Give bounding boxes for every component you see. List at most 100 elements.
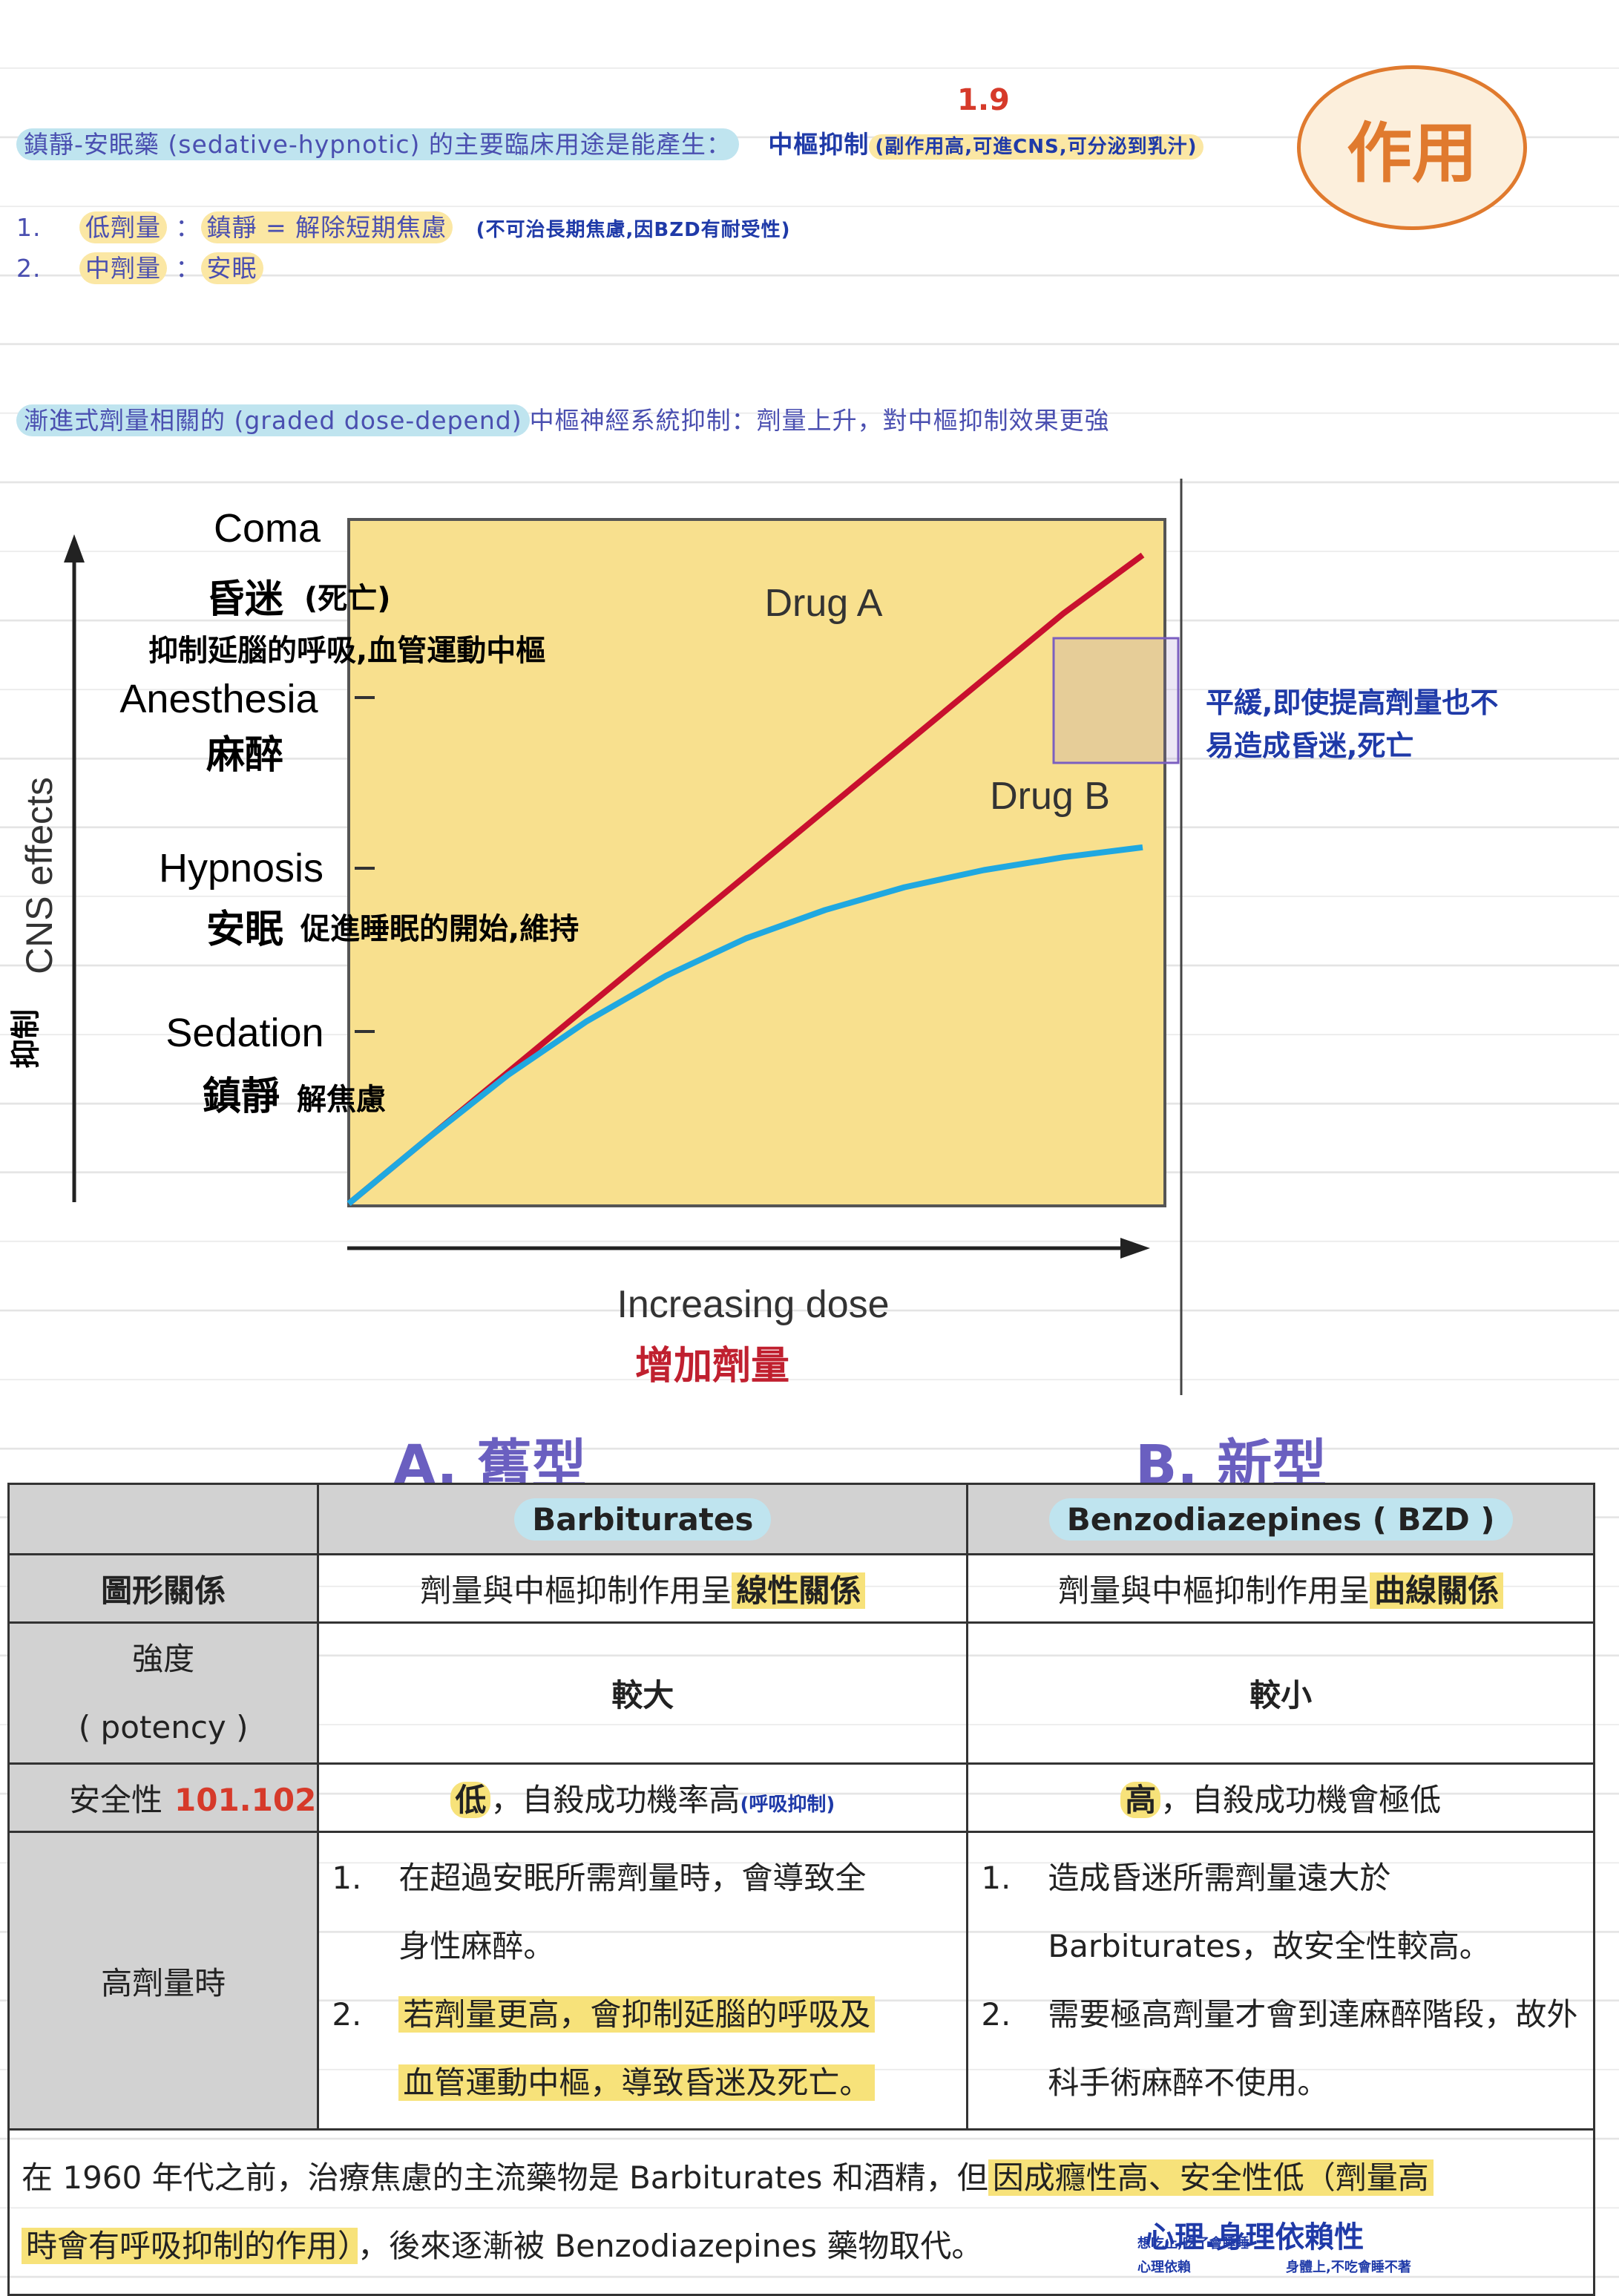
list-line: 血管運動中樞，導致昏迷及死亡。	[398, 2064, 876, 2101]
footer-note-small: 心理依賴	[1137, 2260, 1191, 2275]
y-level-sedation: Sedation	[165, 1011, 324, 1055]
y-level-anesthesia-zh: 麻醉	[206, 734, 283, 777]
list-text: 在超過安眠所需劑量時，會導致全 身性麻醉。	[398, 1844, 866, 1981]
row-label: 圖形關係	[7, 1553, 320, 1624]
x-axis-label: Increasing dose	[617, 1283, 889, 1326]
y-axis-label: CNS effects	[19, 777, 60, 974]
footer-text: 在 1960 年代之前，治療焦慮的主流藥物是 Barbiturates 和酒精，…	[22, 2159, 988, 2196]
coma-note: (死亡)	[304, 582, 391, 616]
list-item: 2. 若劑量更高，會抑制延腦的呼吸及 血管運動中樞，導致昏迷及死亡。	[332, 1981, 958, 2117]
row-label-main: 強度	[132, 1640, 195, 1677]
col-header-label: Barbiturates	[514, 1498, 772, 1541]
list-text: 需要極高劑量才會到達麻醉階段，故外 科手術麻醉不使用。	[1048, 1981, 1577, 2117]
col-header-label: Benzodiazepines ( BZD )	[1048, 1498, 1513, 1541]
series-line-drug-b	[347, 844, 1143, 1207]
cell-text: 劑量與中樞抑制作用呈	[1058, 1572, 1370, 1609]
cell-list: 1. 在超過安眠所需劑量時，會導致全 身性麻醉。 2. 若劑量更高，會抑制延腦的呼吸及…	[320, 1834, 965, 2128]
list-text: 造成昏迷所需劑量遠大於 Barbiturates，故安全性較高。	[1048, 1844, 1490, 1981]
badge-label: 作用	[1346, 114, 1477, 191]
sedation-note: 解焦慮	[297, 1083, 386, 1117]
intro-note-cns: 中樞抑制	[768, 130, 870, 159]
cell-a: 低，自殺成功機率高(呼吸抑制)	[317, 1762, 969, 1833]
list-line: 需要極高劑量才會到達麻醉階段，故外	[1048, 1996, 1578, 2033]
dose-level-low: 1. 低劑量 ：鎮靜 = 解除短期焦慮 (不可治長期焦慮,因BZD有耐受性)	[16, 211, 791, 243]
list-num: 1.	[981, 1860, 1011, 1896]
row-label-sub: ( potency )	[78, 1708, 249, 1745]
y-level-coma: Coma	[214, 506, 321, 551]
cell-highlight: 高	[1120, 1782, 1161, 1818]
list-line: 科手術麻醉不使用。	[1048, 2064, 1329, 2101]
graded-line: 漸進式劑量相關的 (graded dose-depend) 中樞神經系統抑制：劑量…	[16, 401, 1110, 436]
footer-note: 心理.身理依賴性	[1145, 2220, 1365, 2254]
plateau-box	[1052, 637, 1180, 764]
y-level-anesthesia: Anesthesia	[119, 677, 318, 721]
cell-b: 劑量與中樞抑制作用呈 曲線關係	[966, 1553, 1595, 1624]
dose-note: (不可治長期焦慮,因BZD有耐受性)	[476, 219, 791, 241]
footer-highlight: 時會有呼吸抑制的作用）	[22, 2228, 358, 2264]
intro-line: 鎮靜-安眠藥 (sedative-hypnotic) 的主要臨床用途是能產生： …	[16, 125, 1203, 160]
x-axis-arrow	[1120, 1238, 1150, 1259]
cell-a: 較大	[317, 1621, 969, 1765]
intro-note-number: 1.9	[957, 83, 1010, 117]
list-item: 1. 在超過安眠所需劑量時，會導致全 身性麻醉。	[332, 1844, 958, 1981]
table-row: 圖形關係 劑量與中樞抑制作用呈 線性關係 劑量與中樞抑制作用呈 曲線關係	[7, 1553, 1595, 1624]
cell-note: (呼吸抑制)	[740, 1794, 835, 1816]
list-item: 1. 造成昏迷所需劑量遠大於 Barbiturates，故安全性較高。	[981, 1844, 1585, 1981]
y-ticks	[355, 696, 375, 1033]
list-line: 在超過安眠所需劑量時，會導致全	[398, 1860, 867, 1896]
row-label-main: 安全性	[69, 1782, 163, 1818]
table-footer: 在 1960 年代之前，治療焦慮的主流藥物是 Barbiturates 和酒精，…	[7, 2128, 1595, 2296]
table-footer-row: 在 1960 年代之前，治療焦慮的主流藥物是 Barbiturates 和酒精，…	[7, 2128, 1595, 2296]
cell-highlight: 曲線關係	[1370, 1572, 1504, 1609]
cell-a: 劑量與中樞抑制作用呈 線性關係	[317, 1553, 969, 1624]
cell-highlight: 線性關係	[732, 1572, 866, 1609]
series-label-drug-b: Drug B	[990, 775, 1110, 818]
row-label: 高劑量時	[7, 1831, 320, 2131]
dose-num: 1.	[16, 213, 42, 242]
intro-note-detail: (副作用高,可進CNS,可分泌到乳汁)	[869, 134, 1203, 160]
row-label: 安全性 101.102	[7, 1762, 320, 1833]
list-num: 2.	[332, 1996, 362, 2033]
graded-term: 漸進式劑量相關的 (graded dose-depend)	[16, 404, 530, 436]
row-label-note: 101.102	[174, 1782, 317, 1818]
col-header-barbiturates: Barbiturates	[317, 1483, 969, 1555]
cell-list: 1. 造成昏迷所需劑量遠大於 Barbiturates，故安全性較高。 2. 需要極高…	[969, 1834, 1592, 2128]
dose-effect: 鎮靜 = 解除短期焦慮	[200, 211, 453, 243]
cell-text: ，自殺成功機會極低	[1160, 1782, 1442, 1818]
y-level-hypnosis-zh: 安眠	[206, 908, 283, 951]
footer-highlight: 因成癮性高、安全性低（劑量高	[988, 2159, 1434, 2196]
cell-text: ，自殺成功機率高	[490, 1782, 740, 1818]
list-line: Barbiturates，故安全性較高。	[1048, 1928, 1491, 1964]
list-line: 身性麻醉。	[398, 1928, 555, 1964]
table-corner	[7, 1483, 320, 1555]
dose-effect: 安眠	[200, 252, 263, 284]
plateau-note-wrap: 平緩,即使提高劑量也不易造成昏迷,死亡	[1206, 686, 1498, 762]
col-header-bzd: Benzodiazepines ( BZD )	[966, 1483, 1595, 1555]
footer-text: ，後來逐漸被 Benzodiazepines 藥物取代。	[358, 2228, 983, 2264]
cell-b: 高，自殺成功機會極低	[966, 1762, 1595, 1833]
list-item: 2. 需要極高劑量才會到達麻醉階段，故外 科手術麻醉不使用。	[981, 1981, 1585, 2117]
cell-b: 較小	[966, 1621, 1595, 1765]
cell-a: 1. 在超過安眠所需劑量時，會導致全 身性麻醉。 2. 若劑量更高，會抑制延腦的呼吸及…	[317, 1831, 969, 2131]
list-text: 若劑量更高，會抑制延腦的呼吸及 血管運動中樞，導致昏迷及死亡。	[398, 1981, 876, 2117]
footer-note-small: 想吃止,吃了會睡睡	[1137, 2236, 1249, 2251]
footer-note-small: 身體上,不吃會睡不著	[1286, 2260, 1411, 2275]
x-axis-label-zh: 增加劑量	[635, 1345, 789, 1388]
cell-text: 劑量與中樞抑制作用呈	[420, 1572, 732, 1609]
table-header-row: Barbiturates Benzodiazepines ( BZD )	[7, 1483, 1595, 1555]
coma-mechanism-note: 抑制延腦的呼吸,血管運動中樞	[148, 634, 545, 668]
list-line: 若劑量更高，會抑制延腦的呼吸及	[398, 1996, 876, 2033]
hypnosis-note: 促進睡眠的開始,維持	[300, 912, 579, 946]
y-level-hypnosis: Hypnosis	[159, 846, 324, 890]
table-row: 安全性 101.102 低，自殺成功機率高(呼吸抑制) 高，自殺成功機會極低	[7, 1762, 1595, 1833]
list-num: 1.	[332, 1860, 362, 1896]
row-label: 強度 ( potency )	[7, 1621, 320, 1765]
cell-highlight: 低	[450, 1782, 491, 1818]
list-num: 2.	[981, 1996, 1011, 2033]
graded-rest: 中樞神經系統抑制：劑量上升，對中樞抑制效果更強	[529, 406, 1110, 435]
series-group	[347, 552, 1145, 1207]
dose-name: 中劑量	[79, 252, 167, 284]
dose-level-mid: 2. 中劑量 ：安眠	[16, 249, 263, 284]
comparison-table: Barbiturates Benzodiazepines ( BZD ) 圖形關…	[7, 1483, 1595, 2296]
y-axis-arrow	[64, 534, 85, 562]
